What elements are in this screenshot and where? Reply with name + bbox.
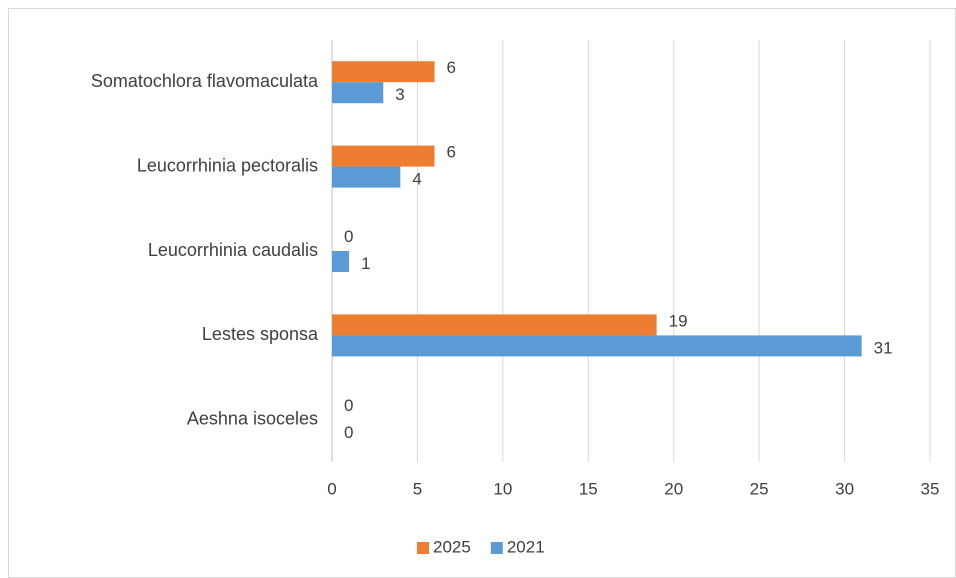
y-tick-label: Leucorrhinia pectoralis — [137, 155, 318, 175]
x-tick-label: 10 — [493, 479, 512, 498]
data-label: 4 — [412, 170, 421, 189]
x-tick-label: 5 — [413, 479, 422, 498]
data-label: 6 — [447, 143, 456, 162]
data-label: 1 — [361, 254, 370, 273]
data-label: 19 — [669, 311, 688, 330]
x-tick-label: 0 — [327, 479, 336, 498]
legend-label: 2021 — [507, 537, 545, 556]
x-tick-label: 30 — [835, 479, 854, 498]
y-tick-label: Lestes sponsa — [202, 324, 319, 344]
bar — [332, 82, 384, 104]
x-tick-label: 15 — [579, 479, 598, 498]
x-tick-label: 35 — [921, 479, 940, 498]
x-tick-label: 20 — [664, 479, 683, 498]
data-label: 31 — [874, 338, 893, 357]
data-label: 0 — [344, 396, 353, 415]
bar — [332, 251, 350, 272]
data-label: 6 — [447, 58, 456, 77]
bar — [332, 335, 862, 357]
bar — [332, 145, 435, 167]
bar — [332, 61, 435, 83]
chart-frame — [8, 8, 956, 578]
legend-label: 2025 — [433, 537, 471, 556]
bar — [332, 166, 401, 188]
legend-swatch — [490, 542, 503, 554]
y-tick-label: Somatochlora flavomaculata — [91, 71, 319, 91]
y-tick-label: Leucorrhinia caudalis — [148, 240, 318, 260]
data-label: 0 — [344, 227, 353, 246]
legend-swatch — [417, 542, 429, 554]
data-label: 0 — [344, 423, 353, 442]
x-tick-label: 25 — [750, 479, 769, 498]
y-tick-label: Aeshna isoceles — [187, 409, 318, 429]
bar — [332, 314, 657, 336]
data-label: 3 — [395, 85, 404, 104]
